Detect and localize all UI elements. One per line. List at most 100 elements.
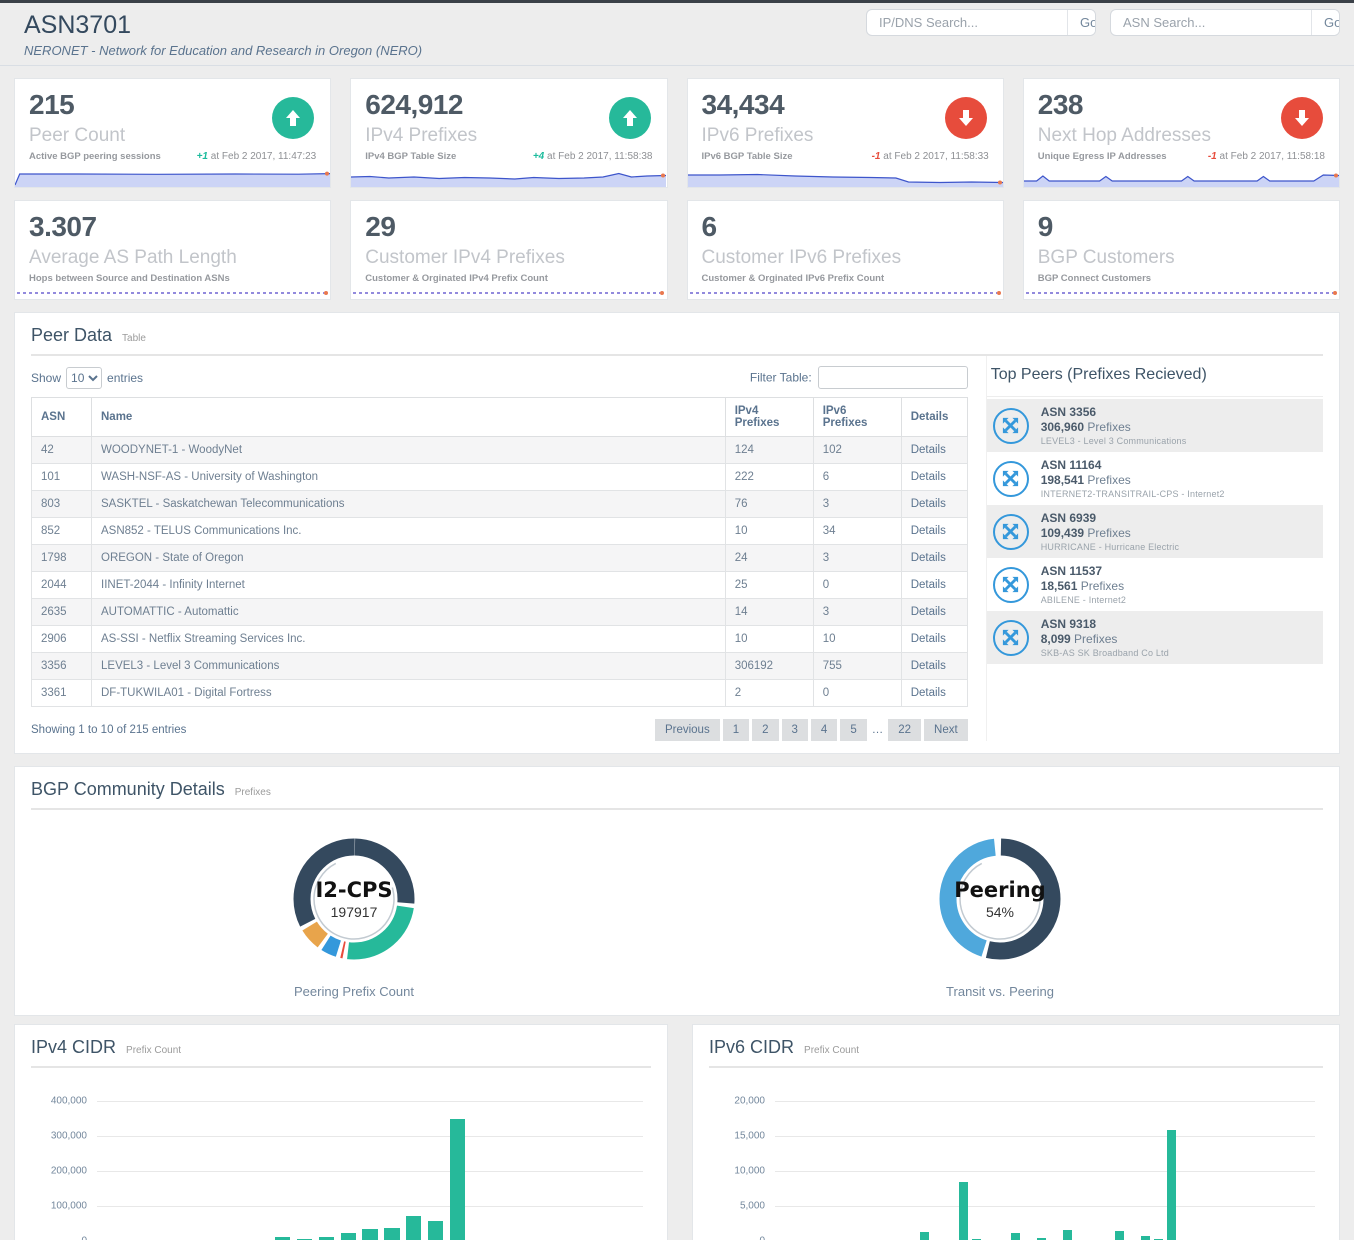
table-cell: 3361 xyxy=(31,679,92,707)
y-axis-tick: 5,000 xyxy=(739,1200,765,1212)
top-peer-item[interactable]: ASN 9318 8,099 Prefixes SKB-AS SK Broadban… xyxy=(986,611,1323,664)
y-axis-tick: 10,000 xyxy=(734,1165,765,1177)
page-size-select[interactable]: 10 xyxy=(66,366,103,389)
bar xyxy=(971,1238,982,1240)
bar xyxy=(919,1231,930,1240)
page-subtitle: NERONET - Network for Education and Rese… xyxy=(24,43,423,58)
sparkline-area xyxy=(687,169,1003,187)
top-peer-prefix-count: 198,541 Prefixes xyxy=(1040,473,1131,487)
bar-slot: /29 xyxy=(918,1102,931,1240)
top-peer-item[interactable]: ASN 11537 18,561 Prefixes ABILENE - Intern… xyxy=(987,558,1323,611)
top-peers-list: ASN 3356 306,960 Prefixes LEVEL3 - Level 3… xyxy=(986,399,1323,664)
bar-slot: /28 xyxy=(534,1102,556,1240)
bar xyxy=(362,1229,378,1240)
bar-slot: /40 xyxy=(1061,1102,1074,1240)
details-link[interactable]: Details xyxy=(910,687,946,699)
table-row: 852 ASN852 - TELUS Communications Inc. 10 3… xyxy=(31,517,968,545)
table-cell: 3356 xyxy=(31,652,92,680)
details-link[interactable]: Details xyxy=(910,552,946,564)
filter-table-input[interactable] xyxy=(817,366,968,389)
bar-slot: /39 xyxy=(1048,1102,1061,1240)
pagination-ellipsis: … xyxy=(871,724,884,736)
bar-slot: /38 xyxy=(1035,1102,1048,1240)
top-peer-item[interactable]: ASN 6939 109,439 Prefixes HURRICANE - Hurr… xyxy=(986,505,1323,558)
table-cell: 2 xyxy=(724,679,814,707)
column-header-name[interactable]: Name xyxy=(91,397,726,437)
bar-slot: /32 xyxy=(621,1102,643,1240)
top-peer-asn: ASN 6939 xyxy=(1040,511,1097,525)
pagination-button-2[interactable]: 2 xyxy=(752,719,779,741)
bar-slot: /128 xyxy=(1302,1102,1315,1240)
table-row: 803 SASKTEL - Saskatchewan Telecommunicat… xyxy=(31,490,968,518)
ip-dns-go-button[interactable]: Go! xyxy=(1067,10,1095,35)
pagination-button-1[interactable]: 1 xyxy=(722,719,750,741)
pagination-button-22[interactable]: 22 xyxy=(888,719,922,741)
sparkline-area xyxy=(1023,169,1339,187)
bar-slot: /8 xyxy=(97,1102,119,1240)
tile-customer-ipv4: 29 Customer IPv4 Prefixes Customer & Org… xyxy=(350,200,668,300)
details-link[interactable]: Details xyxy=(910,579,946,591)
table-cell: 34 xyxy=(812,517,902,545)
top-peer-item[interactable]: ASN 3356 306,960 Prefixes LEVEL3 - Level 3… xyxy=(986,399,1323,452)
asn-go-button[interactable]: Go! xyxy=(1311,10,1339,35)
bar-slot: /47 xyxy=(1152,1102,1165,1240)
bar-slot: /62 xyxy=(1230,1102,1243,1240)
sparkline-area xyxy=(351,169,667,187)
column-header-ipv6[interactable]: IPv6 Prefixes xyxy=(812,397,902,437)
y-axis-tick: 100,000 xyxy=(50,1200,87,1212)
arrows-icon xyxy=(992,460,1029,497)
bar-slot: /33 xyxy=(970,1102,983,1240)
bar-slot: /27 xyxy=(512,1102,534,1240)
column-header-ipv4[interactable]: IPv4 Prefixes xyxy=(724,397,814,437)
details-link[interactable]: Details xyxy=(910,444,946,456)
pagination-button-next[interactable]: Next xyxy=(924,719,968,741)
sparkline-area xyxy=(15,169,331,187)
bar-slot: /45 xyxy=(1126,1102,1139,1240)
asn-search-input[interactable] xyxy=(1111,10,1311,35)
column-header-asn[interactable]: ASN xyxy=(31,397,92,437)
y-axis-tick: 20,000 xyxy=(734,1095,765,1107)
bar-slot: /42 xyxy=(1087,1102,1100,1240)
top-peer-prefix-count: 18,561 Prefixes xyxy=(1040,579,1125,593)
top-peer-description: SKB-AS SK Broadband Co Ltd xyxy=(1040,648,1169,658)
details-link[interactable]: Details xyxy=(910,525,946,537)
tile-label: Customer IPv6 Prefixes xyxy=(701,247,902,268)
column-header-details[interactable]: Details xyxy=(900,397,968,437)
tile-label: Average AS Path Length xyxy=(29,247,237,268)
table-row: 101 WASH-NSF-AS - University of Washingto… xyxy=(31,463,968,491)
tile-sublabel: IPv4 BGP Table Size xyxy=(365,151,457,162)
ipv4-cidr-panel: IPv4 CIDR Prefix Count 0 100,000 200,000 30… xyxy=(14,1024,668,1240)
details-link[interactable]: Details xyxy=(910,633,946,645)
top-peer-prefix-count: 306,960 Prefixes xyxy=(1040,420,1131,434)
bar-slot: /27 xyxy=(892,1102,905,1240)
bar-slot: /9 xyxy=(119,1102,141,1240)
peer-table: ASN Name IPv4 Prefixes IPv6 Prefixes Det… xyxy=(31,397,968,707)
table-cell: 222 xyxy=(724,463,814,491)
peer-data-panel: Peer Data Table Show 10 entries Filter Tab… xyxy=(14,312,1340,754)
pagination-button-previous[interactable]: Previous xyxy=(654,719,720,741)
ipv4-cidr-bar-chart: 0100,000200,000300,000400,000/8/9/10/11/… xyxy=(51,1096,643,1240)
pagination-button-4[interactable]: 4 xyxy=(810,719,838,741)
bar-slot: /25 xyxy=(866,1102,879,1240)
tile-peer-count: 215 Peer Count Active BGP peering sessio… xyxy=(14,78,332,188)
table-cell: 852 xyxy=(31,517,92,545)
details-link[interactable]: Details xyxy=(910,498,946,510)
details-link[interactable]: Details xyxy=(910,606,946,618)
pagination-button-3[interactable]: 3 xyxy=(781,719,808,741)
top-peers-title: Top Peers (Prefixes Recieved) xyxy=(986,356,1323,397)
table-cell: 10 xyxy=(724,517,814,545)
tile-value: 238 xyxy=(1037,89,1084,120)
ip-dns-search-input[interactable] xyxy=(867,10,1067,35)
details-link[interactable]: Details xyxy=(910,471,946,483)
pagination-button-5[interactable]: 5 xyxy=(840,719,867,741)
donut-center-label: Peering xyxy=(954,878,1046,902)
bar-slot: /26 xyxy=(879,1102,892,1240)
panel-subtitle: Prefixes xyxy=(234,787,271,798)
table-cell: 76 xyxy=(724,490,814,518)
table-cell: 2635 xyxy=(31,598,92,626)
show-label: Show xyxy=(31,370,62,385)
bar-slot: /29 xyxy=(556,1102,578,1240)
details-link[interactable]: Details xyxy=(910,660,946,672)
top-peer-item[interactable]: ASN 11164 198,541 Prefixes INTERNET2-TRANS… xyxy=(987,452,1323,505)
panel-title: IPv4 CIDR xyxy=(31,1037,117,1057)
